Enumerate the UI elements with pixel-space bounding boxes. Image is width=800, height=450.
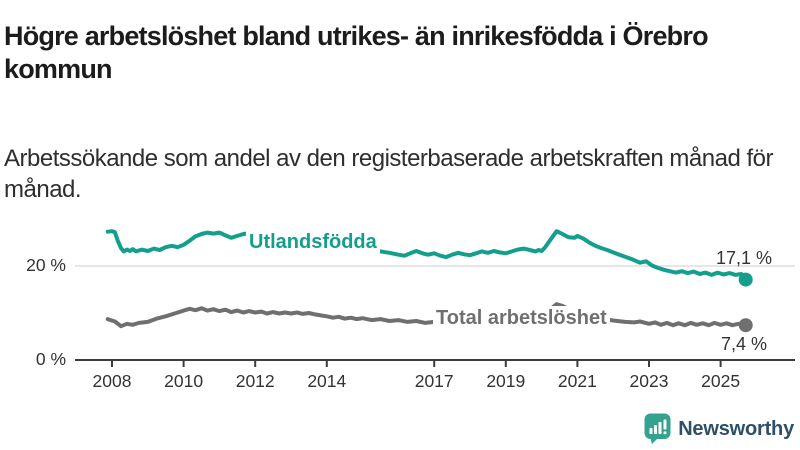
x-tick-label-2008: 2008	[92, 371, 132, 391]
series-end-dot-0	[738, 272, 753, 287]
x-tick-label-2014: 2014	[307, 371, 347, 391]
end-value-label-total: 7,4 %	[720, 334, 767, 354]
series-label-total-arbetsloshet: Total arbetslöshet	[433, 306, 610, 330]
newsworthy-chart-bubble-icon	[644, 413, 671, 444]
y-tick-label-0: 0 %	[35, 349, 66, 369]
y-tick-label-20: 20 %	[26, 255, 66, 275]
series-label-utlandsfodda: Utlandsfödda	[246, 230, 380, 254]
series-line-1	[105, 302, 748, 329]
end-value-label-utlandsfodda: 17,1 %	[715, 248, 772, 268]
x-tick-label-2019: 2019	[486, 371, 526, 391]
chart-subtitle: Arbetssökande som andel av den registerb…	[4, 145, 773, 203]
x-tick-label-2010: 2010	[164, 371, 204, 391]
x-tick-label-2023: 2023	[629, 371, 669, 391]
x-tick-label-2021: 2021	[557, 371, 597, 391]
series-end-dot-1	[738, 318, 753, 333]
x-tick-label-2017: 2017	[414, 371, 454, 391]
series-line-0	[105, 229, 748, 282]
x-tick-label-2025: 2025	[701, 371, 741, 391]
newsworthy-logo: Newsworthy	[644, 413, 794, 445]
chart-title: Högre arbetslöshet bland utrikes- än inr…	[4, 21, 709, 85]
newsworthy-logo-text: Newsworthy	[678, 417, 794, 440]
x-tick-label-2012: 2012	[235, 371, 275, 391]
